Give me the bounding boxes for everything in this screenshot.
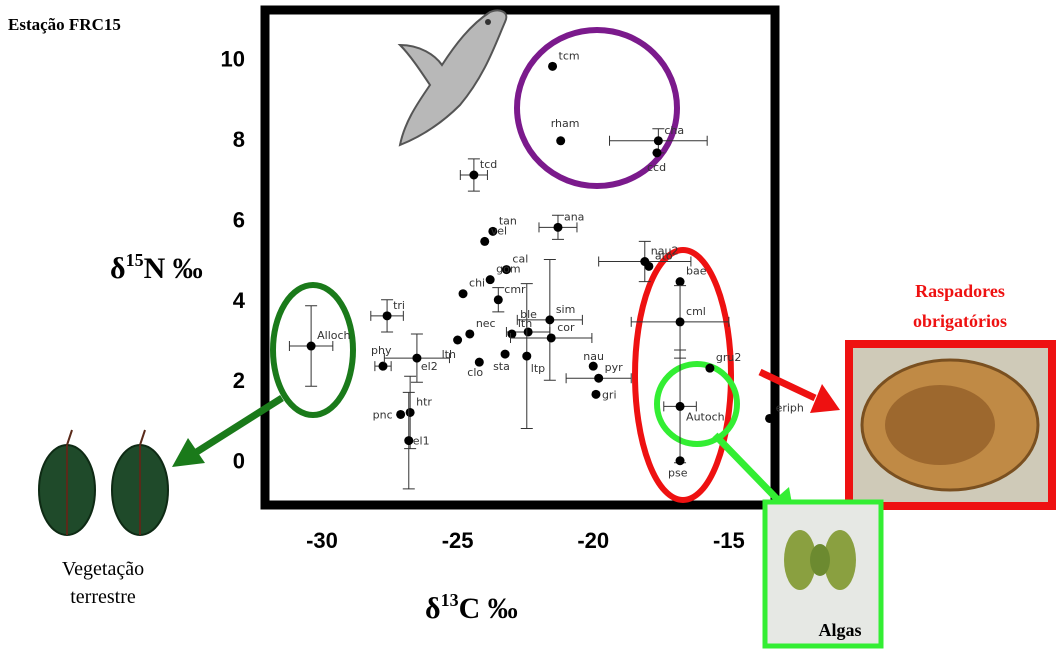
chart-title: Estação FRC15 — [8, 15, 121, 34]
point — [494, 295, 503, 304]
point-label: gri — [602, 388, 617, 401]
point — [522, 352, 531, 361]
point-label: el1 — [413, 435, 430, 448]
point — [547, 333, 556, 342]
point — [507, 329, 516, 338]
scrapers-label: Raspadores — [915, 281, 1005, 301]
point-label: cml — [686, 305, 706, 318]
point — [379, 362, 388, 371]
point-label: cha — [664, 124, 684, 137]
point-label: nau — [583, 350, 604, 363]
leaf-icons — [39, 430, 168, 535]
y-tick-label: 0 — [233, 449, 245, 474]
point — [591, 390, 600, 399]
point — [480, 237, 489, 246]
point — [556, 136, 565, 145]
point-label: sim — [556, 303, 576, 316]
point — [307, 342, 316, 351]
x-axis-label-symbol: δ — [425, 592, 441, 625]
chart: Estação FRC15 δ15N ‰ δ13C ‰ Raspadores o… — [0, 0, 1057, 651]
point — [553, 223, 562, 232]
point-label: ato — [655, 249, 673, 262]
vegetation-label: terrestre — [70, 586, 136, 608]
point-label: lth — [442, 348, 456, 361]
x-axis-label-rest: C ‰ — [459, 592, 518, 625]
x-axis-label: δ13C ‰ — [425, 590, 518, 625]
y-tick-label: 6 — [233, 207, 245, 232]
y-axis-label-sup: 15 — [126, 250, 144, 270]
point-label: Alloch — [317, 329, 350, 342]
point-label: pyr — [605, 361, 623, 374]
point-label: ccd — [647, 161, 666, 174]
point-label: tcm — [559, 49, 580, 62]
point-label: ltn — [518, 317, 532, 330]
point-label: tcd — [480, 158, 497, 171]
point-label: gru2 — [716, 351, 741, 364]
y-tick-label: 2 — [233, 368, 245, 393]
point-label: el2 — [421, 360, 438, 373]
point — [644, 262, 653, 271]
y-axis-label: δ15N ‰ — [110, 250, 203, 285]
point-label: pnc — [373, 408, 393, 421]
point-label: ltp — [531, 362, 545, 375]
point — [676, 277, 685, 286]
point — [594, 374, 603, 383]
point — [465, 329, 474, 338]
point — [705, 364, 714, 373]
point-label: cor — [557, 321, 575, 334]
point — [396, 410, 405, 419]
point — [548, 62, 557, 71]
point-label: sta — [493, 360, 510, 373]
point — [765, 414, 774, 423]
point — [676, 317, 685, 326]
x-tick-label: -25 — [442, 528, 474, 553]
point — [652, 148, 661, 157]
point-label: bae — [686, 265, 707, 278]
point — [383, 311, 392, 320]
point-label: phy — [371, 344, 392, 357]
x-tick-label: -30 — [306, 528, 338, 553]
point — [469, 171, 478, 180]
x-tick-label: -15 — [713, 528, 745, 553]
y-axis-label-symbol: δ — [110, 252, 126, 285]
point-label: Autoch — [686, 410, 725, 423]
scraper-photo — [849, 344, 1052, 506]
point — [486, 275, 495, 284]
point-label: ana — [564, 210, 584, 223]
x-tick-label: -20 — [577, 528, 609, 553]
point-label: nec — [476, 317, 496, 330]
point-label: cmr — [504, 283, 526, 296]
point-label: tri — [393, 299, 405, 312]
y-axis-label-rest: N ‰ — [144, 252, 203, 285]
point — [676, 402, 685, 411]
x-axis-label-sup: 13 — [441, 590, 459, 610]
point-label: chi — [469, 277, 485, 290]
scrapers-label: obrigatórios — [913, 311, 1007, 331]
point — [459, 289, 468, 298]
point — [676, 456, 685, 465]
vegetation-label: Vegetação — [62, 558, 144, 580]
point — [654, 136, 663, 145]
y-tick-label: 10 — [221, 46, 245, 71]
point-label: vel — [491, 224, 507, 237]
algae-label: Algas — [818, 620, 861, 640]
point — [545, 315, 554, 324]
point-label: clo — [467, 366, 483, 379]
point-label: pse — [668, 467, 688, 480]
point-label: rham — [551, 117, 580, 130]
point — [453, 336, 462, 345]
point-label: eriph — [776, 401, 804, 414]
point — [406, 408, 415, 417]
point-label: gom — [496, 263, 520, 276]
point — [501, 350, 510, 359]
y-tick-label: 4 — [233, 288, 246, 313]
point-label: htr — [416, 395, 432, 408]
y-tick-label: 8 — [233, 127, 245, 152]
